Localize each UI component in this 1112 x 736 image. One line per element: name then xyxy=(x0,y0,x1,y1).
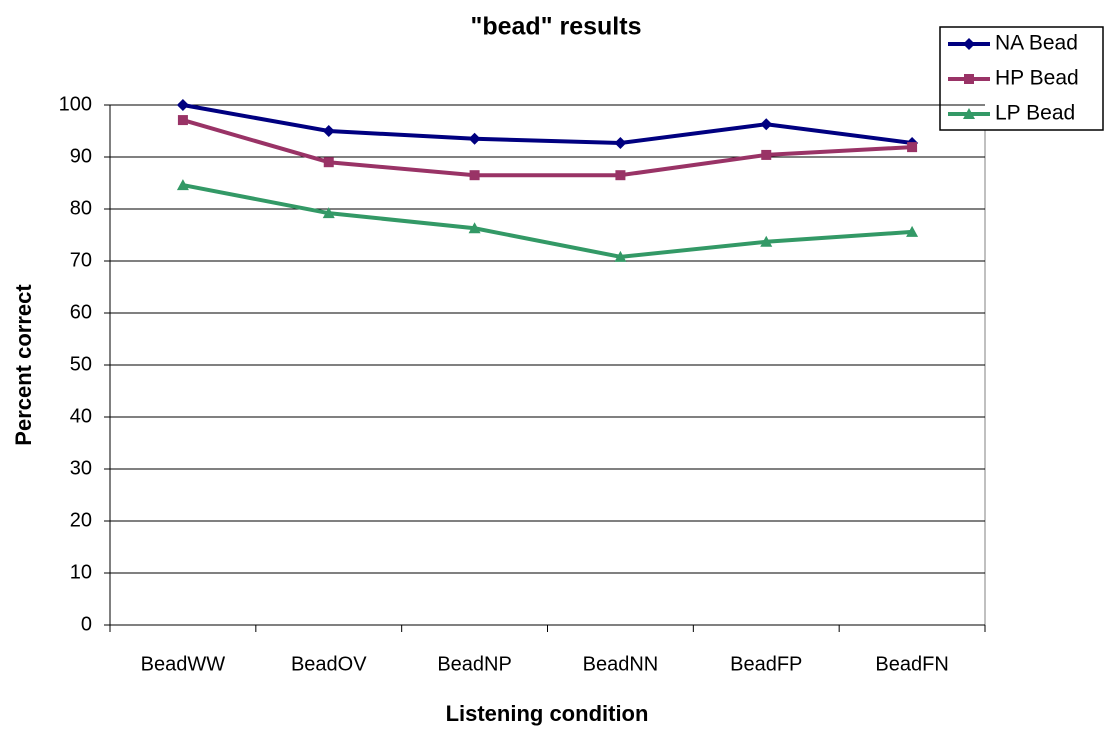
data-point xyxy=(614,250,627,262)
y-tick-label: 100 xyxy=(59,93,92,115)
x-tick-label: BeadWW xyxy=(141,653,226,675)
data-point xyxy=(323,157,334,168)
data-point xyxy=(176,179,189,191)
x-tick-label: BeadOV xyxy=(291,653,367,675)
y-tick-label: 60 xyxy=(70,301,92,323)
y-tick-label: 40 xyxy=(70,405,92,427)
data-point xyxy=(614,136,627,149)
series-line xyxy=(182,118,913,178)
y-axis-title: Percent correct xyxy=(11,284,36,446)
y-tick-label: 70 xyxy=(70,249,92,271)
data-point xyxy=(322,125,335,137)
data-point xyxy=(176,99,189,111)
series-line xyxy=(182,103,913,145)
legend-label: HP Bead xyxy=(995,67,1079,90)
legend-label: NA Bead xyxy=(995,32,1078,55)
legend-marker xyxy=(963,108,975,119)
legend-label: LP Bead xyxy=(995,102,1075,125)
data-point xyxy=(907,142,918,153)
x-axis-title: Listening condition xyxy=(446,701,649,726)
y-tick-label: 0 xyxy=(81,613,92,635)
data-point xyxy=(760,235,773,247)
y-tick-label: 20 xyxy=(70,509,92,531)
y-tick-label: 50 xyxy=(70,353,92,375)
data-point xyxy=(906,225,919,237)
y-tick-label: 90 xyxy=(70,145,92,167)
data-point xyxy=(469,170,480,181)
y-tick-label: 80 xyxy=(70,197,92,219)
data-point xyxy=(468,132,481,145)
data-point xyxy=(761,149,772,160)
legend-marker xyxy=(963,38,975,50)
x-tick-label: BeadNP xyxy=(437,653,512,675)
data-point xyxy=(615,170,626,181)
data-point xyxy=(322,207,335,219)
series-line xyxy=(182,183,913,259)
chart-title: "bead" results xyxy=(471,13,642,41)
y-tick-label: 30 xyxy=(70,457,92,479)
y-tick-label: 10 xyxy=(70,561,92,583)
x-tick-label: BeadNN xyxy=(583,653,659,675)
data-point xyxy=(177,115,188,126)
data-point xyxy=(760,118,773,131)
x-tick-label: BeadFN xyxy=(875,653,948,675)
x-tick-label: BeadFP xyxy=(730,653,802,675)
legend-marker xyxy=(964,74,974,84)
data-point xyxy=(468,222,481,234)
